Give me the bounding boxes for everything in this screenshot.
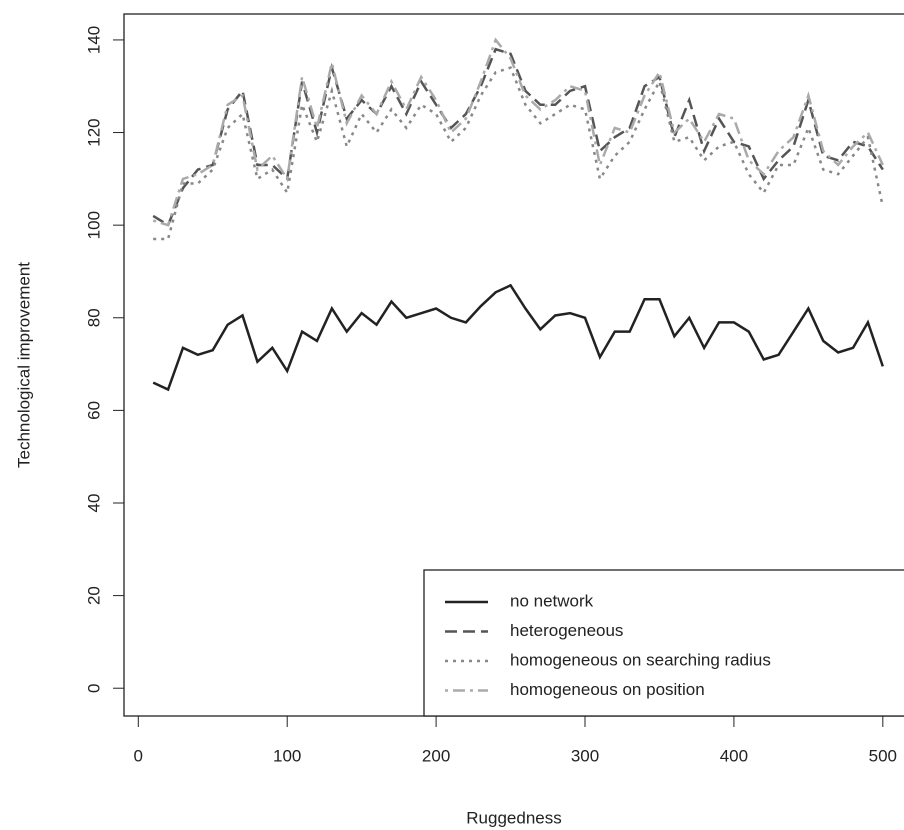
legend-label: no network xyxy=(510,591,594,610)
x-tick-label: 0 xyxy=(134,746,143,765)
y-tick-label: 140 xyxy=(84,26,103,54)
series-line xyxy=(152,47,884,228)
legend-label: heterogeneous xyxy=(510,621,623,640)
y-tick-label: 40 xyxy=(84,494,103,513)
legend-box xyxy=(423,569,904,717)
x-tick-label: 100 xyxy=(273,746,301,765)
x-tick-label: 200 xyxy=(422,746,450,765)
y-tick-label: 20 xyxy=(84,586,103,605)
x-tick-label: 400 xyxy=(720,746,748,765)
y-tick-label: 0 xyxy=(84,683,103,692)
y-tick-label: 100 xyxy=(84,211,103,239)
legend-label: homogeneous on position xyxy=(510,680,705,699)
series-line xyxy=(153,66,885,241)
x-tick-label: 500 xyxy=(869,746,897,765)
x-tick-label: 300 xyxy=(571,746,599,765)
x-axis-label: Ruggedness xyxy=(466,808,561,827)
y-tick-label: 120 xyxy=(84,118,103,146)
series-line xyxy=(152,37,884,227)
y-tick-label: 60 xyxy=(84,401,103,420)
legend-label: homogeneous on searching radius xyxy=(510,650,771,669)
series-line xyxy=(152,283,884,392)
y-tick-label: 80 xyxy=(84,308,103,327)
y-axis-label: Technological improvement xyxy=(14,262,33,468)
